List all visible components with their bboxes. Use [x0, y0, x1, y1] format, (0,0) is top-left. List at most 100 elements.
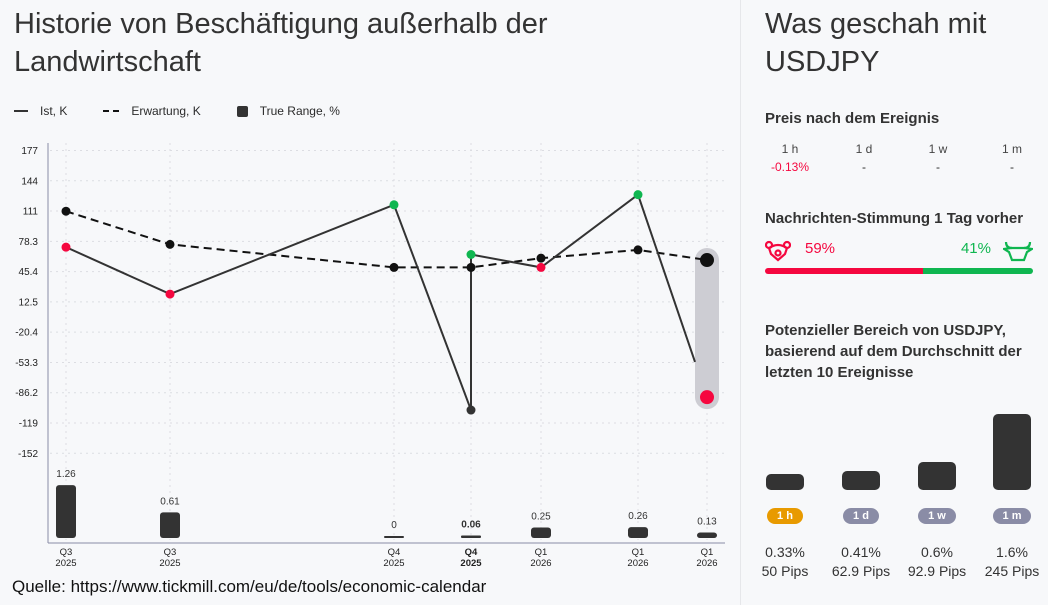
true-range-label: 0 [391, 520, 397, 531]
range-pips: 92.9 Pips [907, 563, 967, 579]
x-tick-label: 2025 [55, 558, 76, 569]
true-range-label: 0.25 [531, 512, 551, 523]
x-tick-label: Q1 [535, 547, 548, 558]
actual-point [536, 262, 546, 272]
x-tick-label: 2026 [627, 558, 648, 569]
price-heading: Preis nach dem Ereignis [765, 110, 940, 127]
true-range-bar [160, 512, 180, 538]
x-tick-label: Q4 [388, 547, 401, 558]
x-tick-label: 2025 [383, 558, 404, 569]
true-range-bar [384, 536, 404, 538]
y-tick-label: 177 [21, 146, 38, 157]
forecast-low-point [700, 390, 714, 405]
true-range-label: 0.06 [461, 519, 481, 530]
true-range-bar [461, 535, 481, 538]
legend: Ist, K Erwartung, K True Range, % [14, 104, 376, 118]
y-tick-label: 111 [23, 207, 39, 218]
price-1d: 1 d - [839, 142, 889, 174]
range-percent: 0.6% [921, 544, 953, 560]
expectation-line [65, 210, 708, 269]
price-value: - [862, 160, 866, 174]
range-pips: 62.9 Pips [831, 563, 891, 579]
range-pips: 245 Pips [984, 563, 1040, 579]
legend-label: Ist, K [40, 104, 68, 118]
price-1m: 1 m - [987, 142, 1037, 174]
source-note: Quelle: https://www.tickmill.com/eu/de/t… [12, 577, 487, 596]
usdjpy-panel: Was geschah mit USDJPY Preis nach dem Er… [740, 0, 1048, 605]
y-tick-label: 12.5 [19, 297, 39, 308]
range-percent: 0.33% [765, 544, 805, 560]
expectation-point [466, 262, 476, 272]
legend-label: True Range, % [259, 104, 340, 118]
true-range-bar [628, 527, 648, 538]
actual-point [389, 200, 399, 210]
price-value: - [1010, 160, 1014, 174]
period-label: 1 m [1001, 142, 1022, 156]
x-tick-label: 2026 [696, 558, 717, 569]
range-pips: 50 Pips [761, 563, 809, 579]
period-label: 1 w [928, 142, 948, 156]
legend-actual[interactable]: Ist, K [14, 104, 67, 118]
period-pill[interactable]: 1 d [843, 508, 879, 524]
range-percent: 1.6% [996, 544, 1028, 560]
true-range-bar [531, 527, 551, 538]
true-range-bar [56, 485, 76, 538]
x-tick-label: Q1 [632, 547, 645, 558]
bull-percent: 41% [960, 240, 991, 257]
actual-line [65, 193, 696, 411]
price-value: -0.13% [770, 160, 810, 174]
sentiment-heading: Nachrichten-Stimmung 1 Tag vorher [765, 210, 1024, 227]
x-tick-label: Q3 [60, 547, 73, 558]
panel-title: Was geschah mit USDJPY [765, 8, 987, 78]
chart: 177 144 111 78.3 45.4 12.5 -20.4 -53.3 -86.2 -119… [15, 143, 725, 569]
period-pill[interactable]: 1 w [918, 508, 956, 524]
legend-expectation[interactable]: Erwartung, K [103, 104, 201, 118]
bull-sentiment-bar [923, 268, 1033, 274]
chart-title: Historie von Beschäftigung außerhalb der… [14, 8, 548, 78]
true-range-bar [697, 532, 717, 538]
range-column-1m: 1 m 1.6% 245 Pips [977, 506, 1047, 579]
bear-percent: 59% [805, 240, 836, 257]
range-column-1w: 1 w 0.6% 92.9 Pips [902, 506, 972, 579]
y-tick-label: 45.4 [19, 267, 39, 278]
revised-point [466, 250, 476, 260]
legend-label: Erwartung, K [131, 104, 201, 118]
y-tick-label: 144 [21, 176, 38, 187]
y-tick-label: -86.2 [15, 388, 38, 399]
history-panel: Historie von Beschäftigung außerhalb der… [12, 8, 725, 596]
x-tick-label: 2026 [530, 558, 551, 569]
range-percent: 0.41% [841, 544, 881, 560]
legend-true-range[interactable]: True Range, % [236, 104, 340, 118]
x-tick-label: Q4 [465, 547, 478, 558]
actual-point [165, 289, 175, 299]
solid-line-swatch [14, 110, 28, 112]
range-bar [993, 414, 1031, 490]
price-grid: 1 h -0.13% 1 d - 1 w - 1 m - [765, 142, 1037, 174]
y-tick-label: -119 [19, 419, 39, 430]
range-bar [918, 461, 956, 490]
true-range-label: 0.13 [697, 517, 717, 528]
box-swatch [236, 105, 248, 117]
x-tick-label: 2025 [159, 558, 180, 569]
expectation-point [165, 239, 175, 249]
actual-point [61, 242, 71, 252]
period-pill[interactable]: 1 m [992, 508, 1032, 524]
bull-icon [1003, 241, 1033, 262]
range-bar [842, 470, 880, 490]
range-bar [766, 474, 804, 490]
x-tick-label: Q1 [701, 547, 714, 558]
y-tick-label: -152 [18, 449, 38, 460]
x-tick-label: 2025 [460, 558, 482, 569]
bear-icon [765, 240, 791, 262]
period-label: 1 h [781, 142, 799, 156]
period-label: 1 d [855, 142, 873, 156]
x-tick-label: Q3 [164, 547, 177, 558]
expectation-point [633, 245, 643, 255]
period-pill[interactable]: 1 h [767, 508, 803, 524]
true-range-label: 1.26 [56, 469, 76, 480]
price-1w: 1 w - [913, 142, 963, 174]
y-tick-label: 78.3 [19, 237, 39, 248]
true-range-label: 0.26 [628, 511, 648, 522]
range-column-1h: 1 h 0.33% 50 Pips [750, 506, 820, 579]
forecast-expectation-point [700, 253, 714, 268]
